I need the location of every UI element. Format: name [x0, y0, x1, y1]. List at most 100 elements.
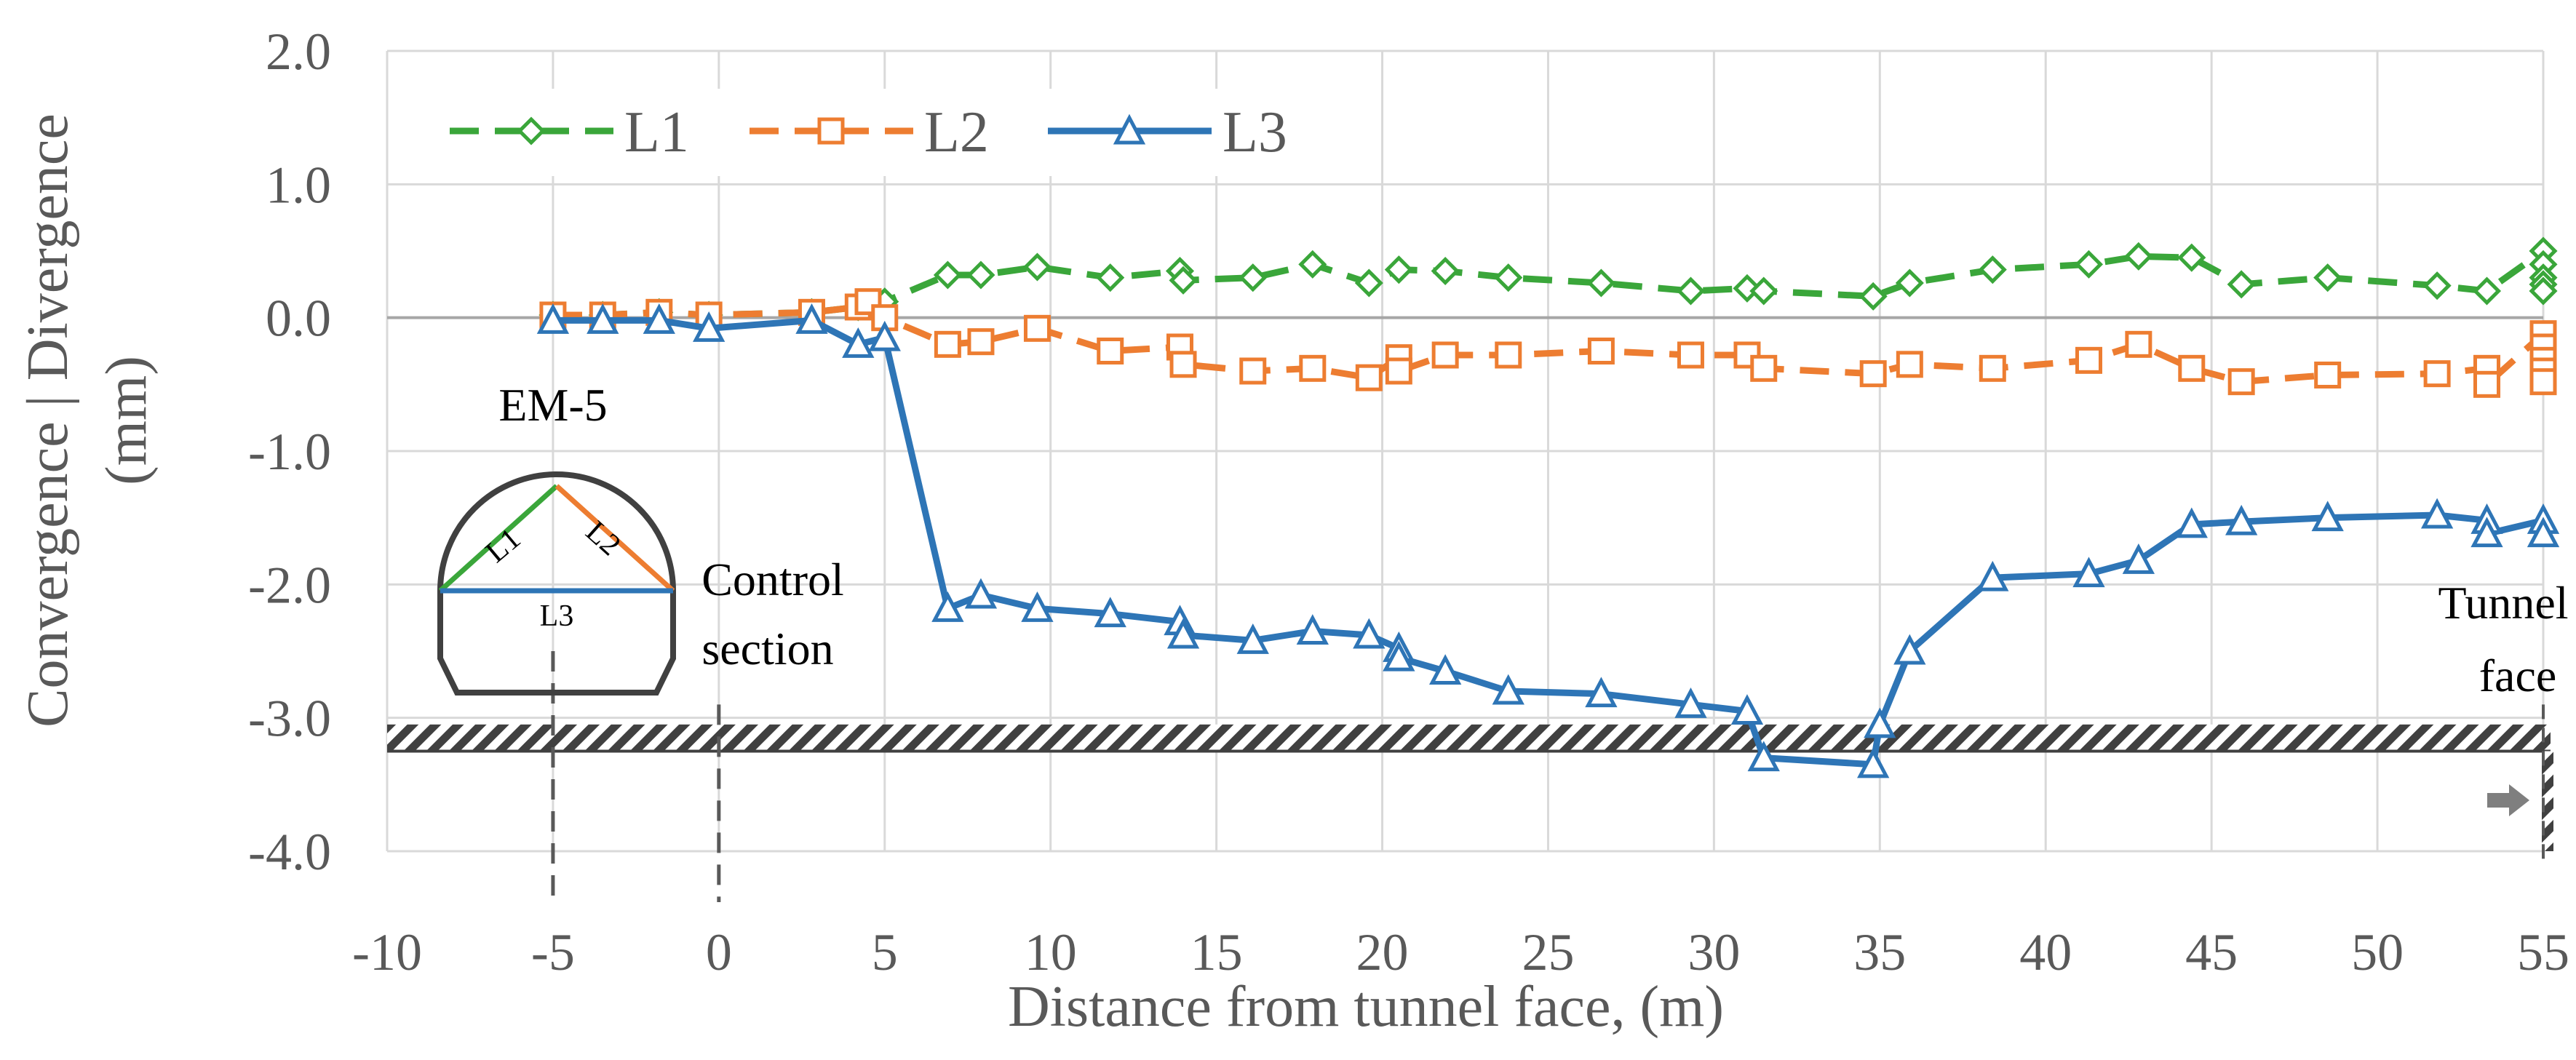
point-L3-14 — [1296, 614, 1329, 645]
legend-item-L2: L2 — [750, 100, 989, 164]
point-L3-30 — [2175, 507, 2208, 538]
y-tick-label-2: 0.0 — [266, 290, 331, 348]
x-tick-label-6: 20 — [1356, 923, 1409, 981]
point-L3-29 — [2122, 543, 2155, 574]
legend-marker-L3 — [1113, 113, 1146, 145]
legend-label-L2: L2 — [924, 100, 989, 164]
point-L2-26 — [1896, 351, 1923, 378]
point-L3-0 — [536, 303, 570, 334]
point-L1-19 — [1494, 263, 1523, 292]
point-L2-40 — [2529, 368, 2557, 396]
legend-marker-L1 — [517, 116, 546, 146]
point-L1-8 — [933, 260, 962, 290]
point-L3-4 — [795, 303, 828, 334]
point-L3-2 — [643, 303, 675, 334]
point-L1-23 — [1749, 276, 1778, 306]
tunnel-outline — [437, 471, 676, 696]
point-L2-10 — [1023, 314, 1051, 342]
point-L3-26 — [1893, 634, 1926, 665]
point-L1-11 — [1096, 263, 1125, 292]
point-L2-24 — [1750, 354, 1778, 382]
point-L1-14 — [1239, 263, 1268, 292]
x-tick-label-3: 5 — [872, 923, 898, 981]
point-L3-6 — [868, 320, 901, 351]
point-L2-33 — [2423, 360, 2451, 388]
point-L1-16 — [1354, 268, 1383, 298]
y-tick-label-0: 2.0 — [266, 23, 331, 81]
tick-labels: -10 -5 0 5 10 15 20 25 30 35 40 45 50 55 2.0 1.0 0.0 -1.0… — [248, 23, 2569, 981]
point-L2-20 — [1495, 341, 1522, 369]
point-L1-30 — [2227, 270, 2256, 299]
point-L1-24 — [1859, 282, 1888, 311]
x-tick-label-9: 35 — [1853, 923, 1906, 981]
x-axis-title: Distance from tunnel face, (m) — [1008, 975, 1724, 1039]
data-series — [536, 236, 2560, 778]
point-L2-21 — [1587, 338, 1615, 364]
point-L1-26 — [1978, 255, 2007, 284]
point-L3-1 — [587, 303, 619, 334]
point-L2-27 — [1979, 354, 2006, 382]
x-tick-label-7: 25 — [1522, 923, 1574, 981]
point-L1-10 — [1022, 252, 1052, 282]
legend-label-L3: L3 — [1223, 100, 1287, 164]
point-L3-17 — [1383, 640, 1415, 672]
point-L1-27 — [2074, 250, 2104, 279]
diagram-line-l2 — [554, 484, 675, 593]
point-L1-31 — [2313, 263, 2342, 292]
y-tick-label-5: -3.0 — [248, 690, 331, 748]
point-L2-29 — [2125, 330, 2152, 358]
point-L3-15 — [1353, 618, 1386, 649]
series-L3 — [536, 303, 2560, 778]
legend-item-L1: L1 — [450, 100, 689, 164]
point-L3-9 — [1021, 591, 1054, 622]
point-L1-9 — [966, 260, 995, 290]
point-L1-28 — [2124, 242, 2153, 271]
point-L1-18 — [1431, 256, 1460, 286]
x-tick-label-4: 10 — [1025, 923, 1077, 981]
diagram-label-l3: L3 — [540, 599, 574, 633]
point-L3-31 — [2225, 504, 2258, 535]
tunnel-face-arrow-icon — [2487, 784, 2529, 816]
point-L2-18 — [1385, 357, 1412, 385]
point-L2-35 — [2473, 370, 2501, 398]
legend-item-L3: L3 — [1048, 100, 1287, 164]
control-section-label-line2: section — [701, 623, 833, 674]
x-tick-label-5: 15 — [1190, 923, 1243, 981]
point-L1-29 — [2177, 243, 2206, 272]
point-L1-25 — [1895, 268, 1924, 298]
point-L3-33 — [2420, 498, 2454, 529]
point-L3-35 — [2470, 517, 2503, 548]
tunnel-face-label-line1: Tunnel — [2438, 577, 2568, 629]
x-tick-label-2: 0 — [706, 923, 732, 981]
point-L1-38 — [2529, 276, 2558, 306]
point-L3-25 — [1864, 707, 1896, 738]
x-tick-label-8: 30 — [1687, 923, 1740, 981]
point-L3-20 — [1585, 677, 1618, 708]
point-L3-22 — [1730, 694, 1764, 725]
x-tick-label-13: 55 — [2517, 923, 2569, 981]
point-L1-21 — [1676, 276, 1706, 306]
legend: L1 L2 L3 — [437, 89, 1339, 176]
point-L3-19 — [1492, 674, 1524, 705]
point-L2-30 — [2178, 354, 2206, 382]
point-L3-12 — [1166, 618, 1200, 649]
point-L2-8 — [934, 330, 961, 358]
y-tick-label-6: -4.0 — [248, 823, 331, 881]
hatched-band — [387, 724, 2553, 851]
point-L3-10 — [1094, 597, 1126, 628]
point-L2-22 — [1677, 341, 1704, 369]
point-L3-37 — [2527, 517, 2560, 548]
point-L3-28 — [2072, 557, 2105, 588]
point-L3-21 — [1674, 687, 1707, 718]
point-L3-18 — [1428, 654, 1462, 685]
x-tick-label-1: -5 — [531, 923, 575, 981]
point-L3-24 — [1857, 747, 1890, 778]
point-L3-23 — [1747, 741, 1780, 772]
point-L2-14 — [1239, 357, 1267, 385]
x-tick-label-10: 40 — [2019, 923, 2072, 981]
point-L2-25 — [1859, 360, 1887, 388]
grid-lines — [386, 49, 2545, 853]
point-L3-13 — [1236, 623, 1269, 654]
x-tick-label-0: -10 — [352, 923, 422, 981]
